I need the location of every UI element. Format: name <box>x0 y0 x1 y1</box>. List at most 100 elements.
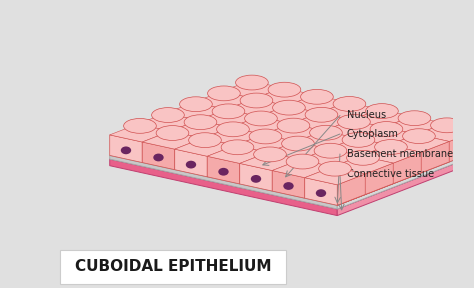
Polygon shape <box>287 95 347 113</box>
Ellipse shape <box>254 147 286 162</box>
Polygon shape <box>337 155 474 216</box>
Ellipse shape <box>398 111 431 126</box>
Polygon shape <box>109 156 337 209</box>
Polygon shape <box>254 88 315 106</box>
Ellipse shape <box>124 118 156 133</box>
Polygon shape <box>170 120 231 138</box>
Ellipse shape <box>430 118 463 133</box>
Ellipse shape <box>221 140 254 155</box>
Polygon shape <box>138 113 198 131</box>
Polygon shape <box>389 134 449 152</box>
Polygon shape <box>203 128 263 145</box>
Polygon shape <box>231 117 291 134</box>
Ellipse shape <box>342 132 375 147</box>
Polygon shape <box>305 167 365 185</box>
Ellipse shape <box>346 150 379 165</box>
Polygon shape <box>109 105 474 209</box>
Ellipse shape <box>217 122 249 137</box>
Polygon shape <box>226 99 287 117</box>
Polygon shape <box>194 92 254 109</box>
Polygon shape <box>333 156 393 174</box>
Polygon shape <box>296 131 356 149</box>
Polygon shape <box>291 113 352 131</box>
Ellipse shape <box>365 104 398 118</box>
Ellipse shape <box>186 161 196 168</box>
Ellipse shape <box>374 140 407 154</box>
Ellipse shape <box>277 118 310 133</box>
Text: Connective tissue: Connective tissue <box>346 169 434 179</box>
Polygon shape <box>337 152 421 205</box>
Ellipse shape <box>245 111 277 126</box>
Ellipse shape <box>282 136 314 151</box>
Text: Cytoplasm: Cytoplasm <box>346 129 399 139</box>
Polygon shape <box>337 151 474 209</box>
Polygon shape <box>319 102 380 120</box>
Ellipse shape <box>370 122 403 137</box>
Ellipse shape <box>337 114 370 129</box>
Ellipse shape <box>156 126 189 141</box>
Polygon shape <box>263 124 324 142</box>
Polygon shape <box>337 130 474 205</box>
Ellipse shape <box>310 125 342 140</box>
Ellipse shape <box>236 75 268 90</box>
Polygon shape <box>324 120 384 138</box>
Ellipse shape <box>402 129 435 144</box>
Polygon shape <box>268 142 328 160</box>
Polygon shape <box>328 138 389 156</box>
Ellipse shape <box>301 89 333 104</box>
Polygon shape <box>207 156 240 184</box>
Polygon shape <box>417 124 474 141</box>
Ellipse shape <box>314 143 347 158</box>
Polygon shape <box>259 106 319 124</box>
Ellipse shape <box>268 82 301 97</box>
Polygon shape <box>272 160 333 178</box>
Polygon shape <box>272 170 305 198</box>
Polygon shape <box>109 159 337 216</box>
Polygon shape <box>337 141 449 205</box>
Ellipse shape <box>316 189 326 197</box>
Ellipse shape <box>121 146 131 154</box>
Ellipse shape <box>273 100 305 115</box>
Polygon shape <box>222 81 282 99</box>
Polygon shape <box>175 149 207 177</box>
Ellipse shape <box>249 129 282 144</box>
Polygon shape <box>109 101 474 205</box>
Polygon shape <box>356 127 417 145</box>
Ellipse shape <box>184 115 217 130</box>
Polygon shape <box>240 153 300 170</box>
Ellipse shape <box>251 175 261 183</box>
Ellipse shape <box>283 182 294 190</box>
Polygon shape <box>235 134 296 153</box>
Polygon shape <box>300 149 361 167</box>
Text: Basement membrane: Basement membrane <box>346 149 453 159</box>
Polygon shape <box>305 178 337 205</box>
Text: Nucleus: Nucleus <box>346 111 386 120</box>
Polygon shape <box>198 109 259 128</box>
Polygon shape <box>109 135 142 162</box>
Polygon shape <box>109 124 170 142</box>
Polygon shape <box>384 116 445 134</box>
Text: CUBOIDAL EPITHELIUM: CUBOIDAL EPITHELIUM <box>75 259 271 274</box>
Polygon shape <box>142 142 175 170</box>
Ellipse shape <box>212 104 245 119</box>
Polygon shape <box>166 102 226 120</box>
Polygon shape <box>337 174 365 205</box>
Ellipse shape <box>240 93 273 108</box>
Ellipse shape <box>219 168 228 176</box>
Ellipse shape <box>319 161 351 176</box>
Polygon shape <box>142 131 203 149</box>
Polygon shape <box>207 145 268 163</box>
Ellipse shape <box>208 86 240 101</box>
Polygon shape <box>240 163 272 191</box>
Polygon shape <box>175 138 235 156</box>
Ellipse shape <box>286 154 319 169</box>
Polygon shape <box>337 163 393 205</box>
Polygon shape <box>361 145 421 163</box>
Ellipse shape <box>305 107 338 122</box>
FancyBboxPatch shape <box>60 249 286 284</box>
Ellipse shape <box>189 133 221 147</box>
Polygon shape <box>352 109 412 127</box>
Ellipse shape <box>153 154 164 161</box>
Ellipse shape <box>152 108 184 122</box>
Ellipse shape <box>333 96 366 111</box>
